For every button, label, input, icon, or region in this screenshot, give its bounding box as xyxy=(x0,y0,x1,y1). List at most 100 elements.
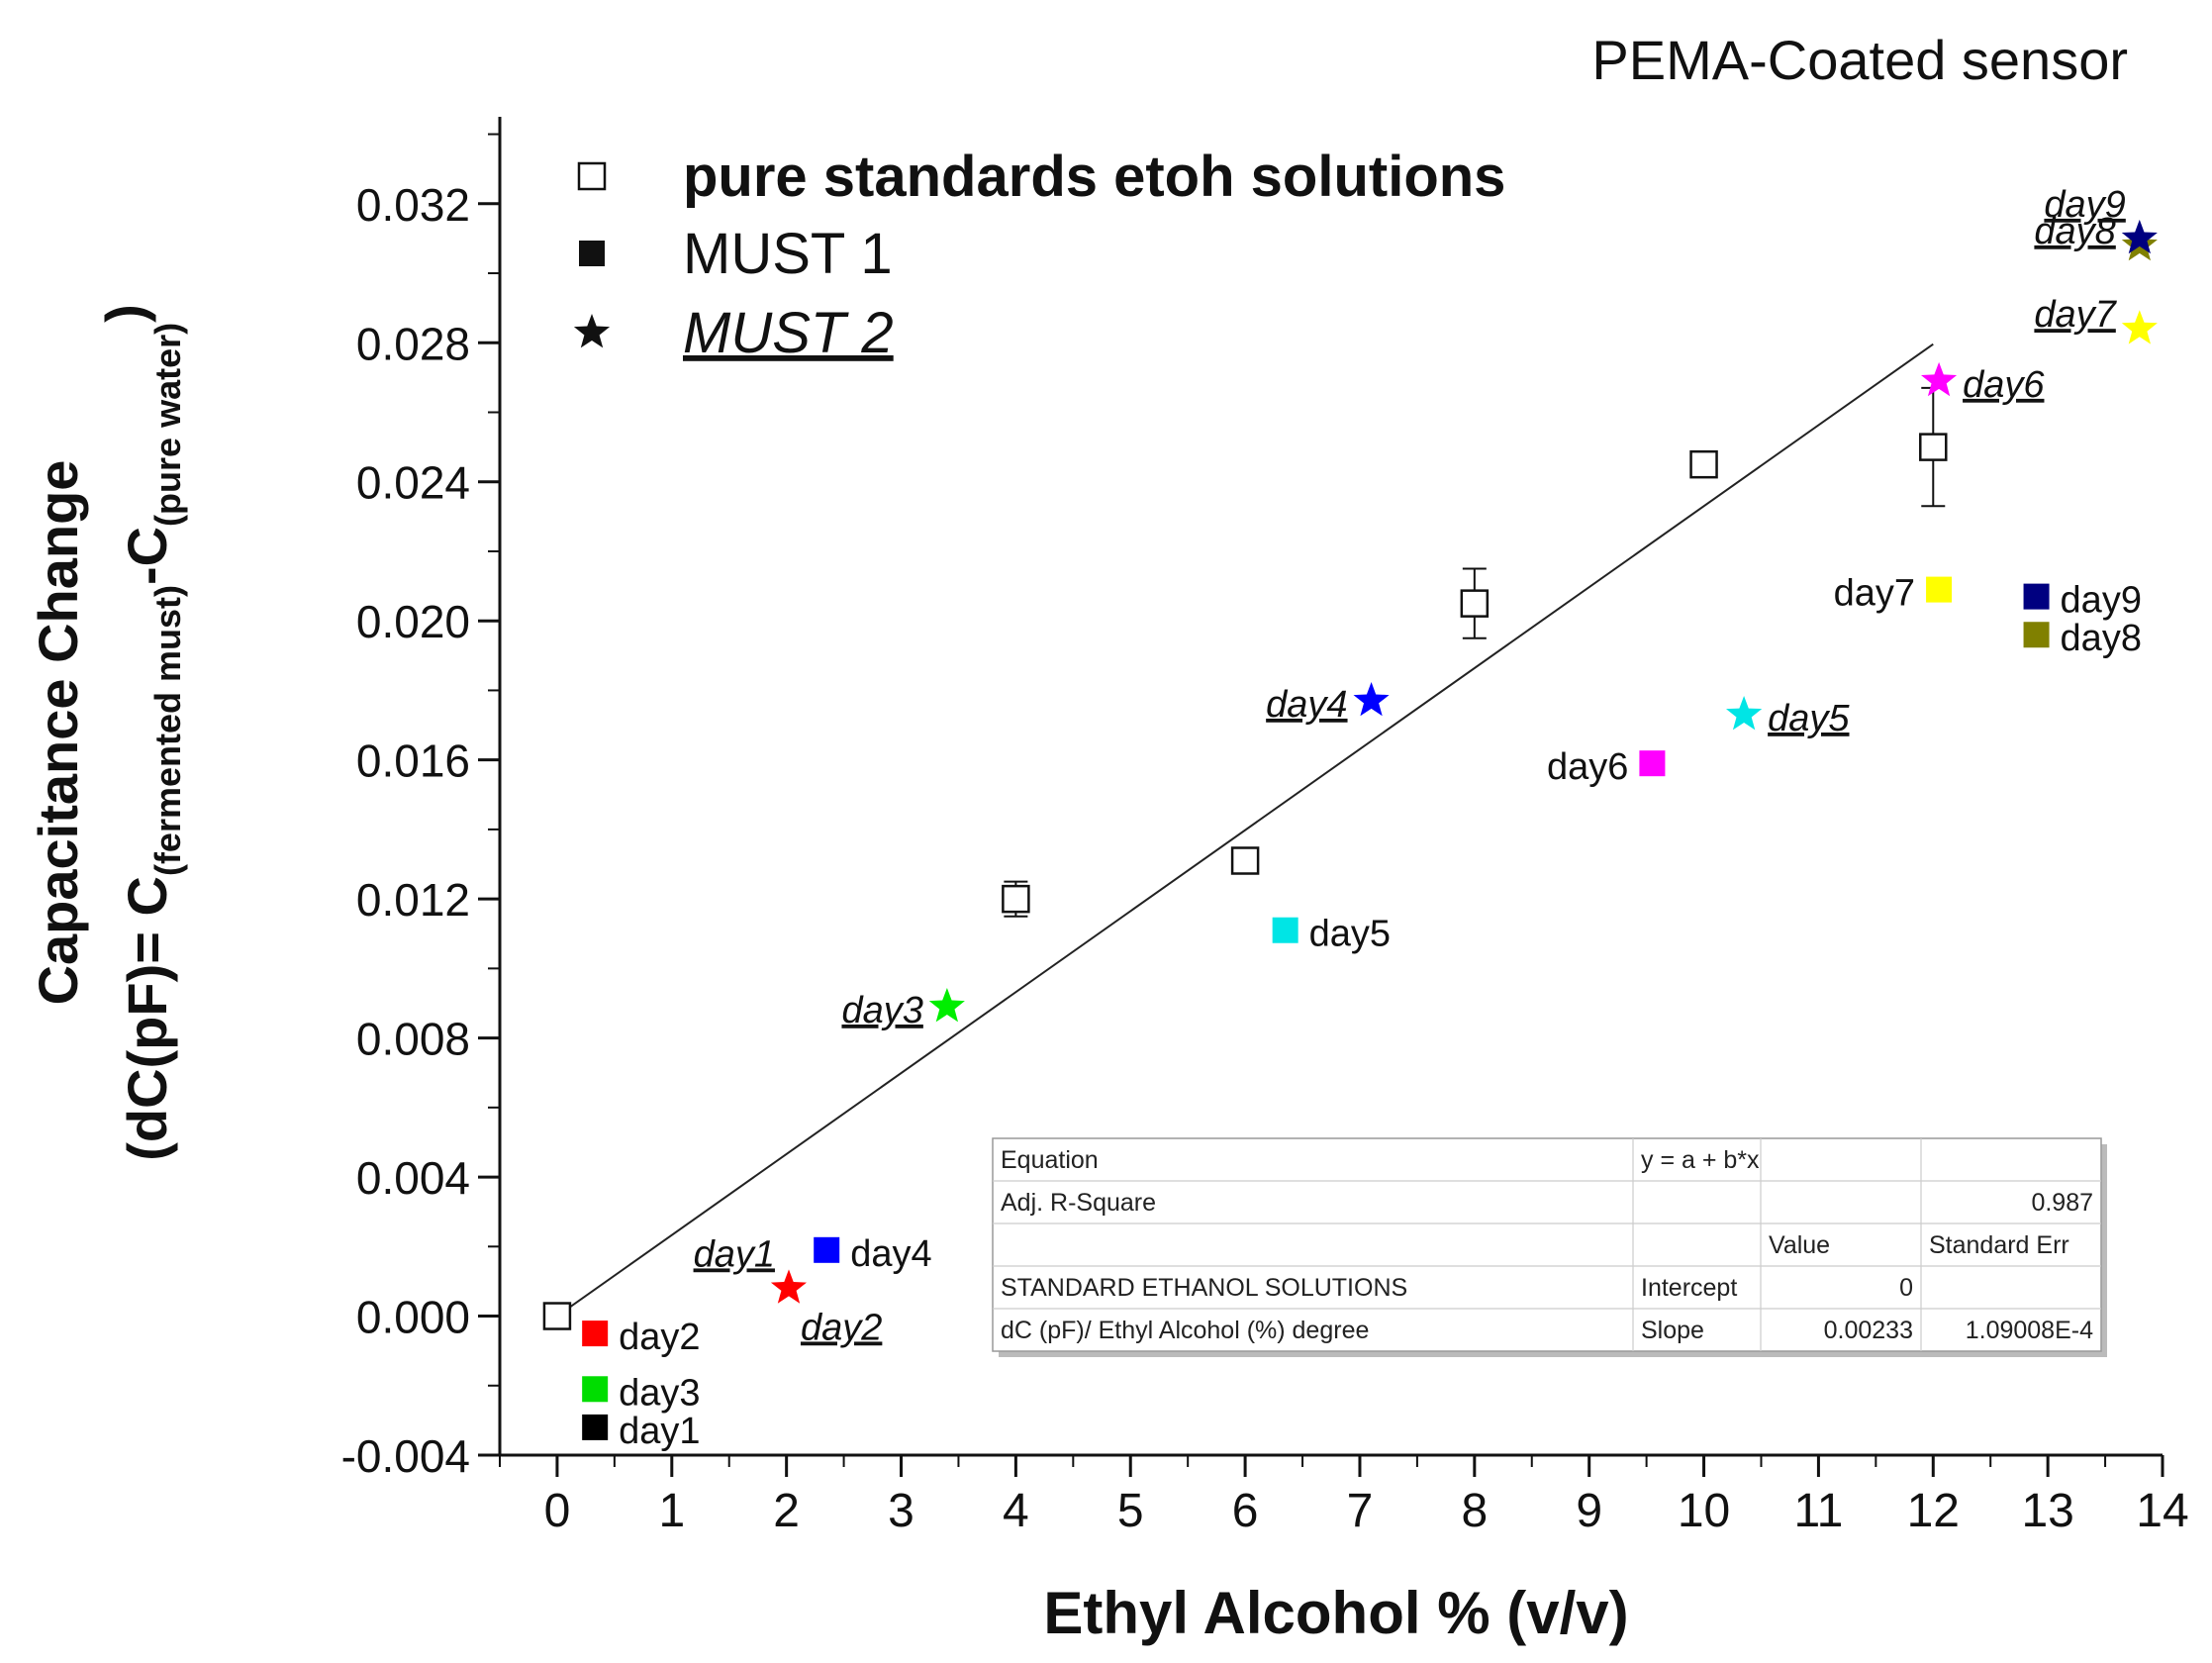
point-label: day6 xyxy=(1547,746,1628,788)
fit-line xyxy=(556,342,1934,1318)
legend-label: MUST 1 xyxy=(683,222,893,286)
must1-point xyxy=(2023,622,2050,648)
point-label: day7 xyxy=(1834,573,1915,615)
table-cell: Standard Err xyxy=(1929,1231,2069,1259)
table-cell: 0.00233 xyxy=(1824,1317,1913,1344)
axes-layer: 0 1 2 3 4 5 6 7 8 9 10 11 12 13 14-0.0040.0000.0040.00… xyxy=(341,117,2189,1537)
standard-point xyxy=(1919,433,1948,461)
table-cell: Adj. R-Square xyxy=(1001,1189,1156,1217)
point-label: day9 xyxy=(2061,580,2142,622)
table-cell: 1.09008E-4 xyxy=(1966,1317,2093,1344)
point-labels-layer: day1day2day3day4day5day6day7day8day9day1… xyxy=(619,184,2142,1452)
must2-point xyxy=(1726,696,1763,731)
y-tick-label: 0.028 xyxy=(356,318,470,369)
must2-point xyxy=(928,988,965,1023)
point-label: day5 xyxy=(1309,914,1391,955)
point-label: day3 xyxy=(841,990,922,1031)
legend-marker-star xyxy=(573,314,611,348)
point-label: day2 xyxy=(619,1317,700,1358)
must2-point xyxy=(770,1269,807,1304)
points-layer xyxy=(542,219,2158,1440)
standard-point xyxy=(1002,884,1030,914)
legend-label: pure standards etoh solutions xyxy=(683,145,1505,209)
y-axis-label-line1: Capacitance Change xyxy=(27,460,89,1006)
table-cell: Value xyxy=(1769,1231,1830,1259)
must2-point xyxy=(1921,361,1958,397)
table-cell: Slope xyxy=(1641,1317,1704,1344)
x-axis-label: Ethyl Alcohol % (v/v) xyxy=(1043,1580,1628,1646)
x-tick-label: 2 xyxy=(773,1485,800,1537)
must2-point xyxy=(1353,682,1390,717)
x-tick-label: 7 xyxy=(1347,1485,1374,1537)
x-tick-label: 10 xyxy=(1678,1485,1730,1537)
y-tick-label: -0.004 xyxy=(341,1430,470,1482)
must1-point xyxy=(582,1376,609,1403)
point-label: day3 xyxy=(619,1372,700,1414)
y-tick-label: 0.016 xyxy=(356,735,470,787)
legend: pure standards etoh solutions MUST 1 MUST … xyxy=(573,145,1505,365)
y-tick-label: 0.012 xyxy=(356,874,470,926)
y-tick-label: 0.004 xyxy=(356,1152,470,1204)
point-label: day4 xyxy=(850,1233,931,1275)
y-label-part-2: (fermented must) xyxy=(147,585,188,876)
x-tick-label: 3 xyxy=(888,1485,914,1537)
y-tick-label: 0.024 xyxy=(356,457,470,509)
point-label: day1 xyxy=(619,1411,700,1452)
point-label: day8 xyxy=(2061,618,2142,659)
must2-point xyxy=(2121,219,2158,254)
chart-title: PEMA-Coated sensor xyxy=(1591,29,2128,91)
must2-point xyxy=(2121,310,2158,344)
table-cell: STANDARD ETHANOL SOLUTIONS xyxy=(1001,1274,1407,1302)
y-label-part-3: -C xyxy=(116,527,178,585)
y-tick-label: 0.020 xyxy=(356,596,470,647)
x-tick-label: 4 xyxy=(1003,1485,1029,1537)
point-label: day6 xyxy=(1963,364,2045,406)
x-tick-label: 12 xyxy=(1907,1485,1960,1537)
must1-point xyxy=(1926,576,1953,603)
x-tick-label: 8 xyxy=(1461,1485,1488,1537)
standard-point xyxy=(542,1302,572,1330)
legend-marker-open-square xyxy=(577,161,607,191)
must1-point xyxy=(582,1414,609,1440)
must1-point xyxy=(582,1321,609,1347)
table-cell: 0 xyxy=(1899,1274,1913,1302)
table-cell: Intercept xyxy=(1641,1274,1737,1302)
x-tick-label: 9 xyxy=(1576,1485,1602,1537)
table-cell: 0.987 xyxy=(2031,1189,2093,1217)
x-tick-label: 13 xyxy=(2021,1485,2073,1537)
x-tick-label: 0 xyxy=(544,1485,571,1537)
must1-point xyxy=(1639,750,1666,777)
table-frame xyxy=(992,1137,2102,1352)
y-axis-label-line2: (dC(pF)= C(fermented must)-C(pure water)… xyxy=(94,304,188,1161)
point-label: day4 xyxy=(1266,684,1347,726)
y-label-part-1: (dC(pF)= C xyxy=(116,876,178,1161)
point-label: day9 xyxy=(2044,184,2125,226)
point-label: day7 xyxy=(2034,294,2117,336)
fit-line-layer xyxy=(556,342,1934,1318)
standard-point xyxy=(1230,846,1260,875)
standard-point xyxy=(1689,449,1718,479)
point-label: day8 xyxy=(2034,211,2115,252)
x-tick-label: 14 xyxy=(2136,1485,2188,1537)
must1-point xyxy=(1272,917,1298,943)
x-tick-label: 6 xyxy=(1232,1485,1259,1537)
legend-label: MUST 2 xyxy=(683,301,894,365)
y-tick-label: 0.032 xyxy=(356,179,470,231)
legend-marker-filled-square xyxy=(579,241,605,266)
table-cell: y = a + b*x xyxy=(1641,1146,1760,1174)
y-tick-label: 0.000 xyxy=(356,1292,470,1343)
y-tick-label: 0.008 xyxy=(356,1014,470,1065)
must1-point xyxy=(2023,583,2050,610)
y-label-part-5: ) xyxy=(94,304,156,323)
point-label: day2 xyxy=(801,1307,882,1348)
y-label-part-4: (pure water) xyxy=(147,323,188,527)
table-cell: dC (pF)/ Ethyl Alcohol (%) degree xyxy=(1001,1317,1369,1344)
point-label: day5 xyxy=(1768,698,1850,739)
table-cell: Equation xyxy=(1001,1146,1099,1174)
point-label: day1 xyxy=(694,1233,775,1275)
x-tick-label: 5 xyxy=(1117,1485,1144,1537)
standard-point xyxy=(1460,589,1490,618)
fit-table: Equation y = a + b*x Adj. R-Square 0.987 Val… xyxy=(992,1137,2107,1357)
x-tick-label: 11 xyxy=(1793,1485,1843,1537)
